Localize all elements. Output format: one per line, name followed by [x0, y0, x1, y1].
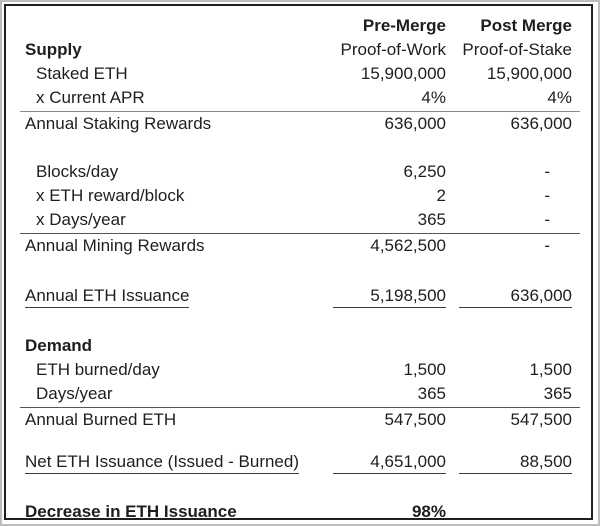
- row-net-eth-issuance: Net ETH Issuance (Issued - Burned) 4,651…: [25, 450, 572, 474]
- pre-merge-subheader: Proof-of-Work: [340, 40, 447, 59]
- row-annual-eth-issuance: Annual ETH Issuance 5,198,500 636,000: [25, 284, 572, 308]
- horizontal-rule: [20, 406, 580, 408]
- pre-merge-column-header: Pre-Merge: [362, 16, 446, 35]
- row-label: x Current APR: [36, 88, 145, 107]
- row-label: Annual Staking Rewards: [25, 114, 212, 133]
- column-header-row: Pre-Merge Post Merge: [25, 14, 572, 38]
- post-merge-value: 1,500: [529, 360, 572, 379]
- spacer: [25, 258, 572, 284]
- post-merge-value: -: [544, 186, 550, 205]
- supply-section-title: Supply: [25, 40, 82, 59]
- post-merge-value: [459, 500, 572, 518]
- row-label: x Days/year: [36, 210, 126, 229]
- row-label: Annual Burned ETH: [25, 410, 177, 429]
- post-merge-value: [459, 334, 572, 358]
- pre-merge-value: 4%: [421, 88, 446, 107]
- pre-merge-value: [333, 334, 446, 358]
- pre-merge-value: 636,000: [384, 114, 446, 133]
- row-label: Decrease in ETH Issuance: [25, 502, 237, 520]
- pre-merge-value: 98%: [411, 502, 446, 520]
- spacer: [25, 432, 572, 450]
- row-label: x ETH reward/block: [36, 186, 185, 205]
- horizontal-rule: [20, 232, 580, 234]
- underlined-label: Annual ETH Issuance: [25, 286, 190, 308]
- pre-merge-value: 6,250: [403, 162, 446, 181]
- row-label: Annual ETH Issuance: [25, 284, 333, 308]
- post-merge-value: 365: [543, 384, 572, 403]
- row-annual-burned-eth: Annual Burned ETH 547,500 547,500: [25, 408, 572, 432]
- post-merge-column-header: Post Merge: [480, 16, 572, 35]
- post-merge-value: 547,500: [510, 410, 572, 429]
- row-eth-burned-per-day: ETH burned/day 1,500 1,500: [25, 358, 572, 382]
- post-merge-value: 636,000: [510, 114, 572, 133]
- post-merge-subheader: Proof-of-Stake: [462, 40, 572, 59]
- pre-merge-value: 4,562,500: [370, 236, 446, 255]
- horizontal-rule: [20, 110, 580, 112]
- pre-merge-value: 15,900,000: [360, 64, 446, 83]
- pre-merge-value: 2: [436, 186, 446, 205]
- post-merge-value: 4%: [547, 88, 572, 107]
- row-days-per-year-supply: x Days/year 365 -: [25, 208, 572, 232]
- table-frame: Pre-Merge Post Merge Supply Proof-of-Wor…: [4, 4, 593, 520]
- post-merge-value: -: [544, 210, 550, 229]
- row-label: Staked ETH: [36, 64, 128, 83]
- row-label: Days/year: [36, 384, 113, 403]
- supply-section-header-row: Supply Proof-of-Work Proof-of-Stake: [25, 38, 572, 62]
- post-merge-value: -: [544, 236, 550, 255]
- row-label: Annual Mining Rewards: [25, 236, 205, 255]
- row-label: Net ETH Issuance (Issued - Burned): [25, 450, 333, 474]
- empty-header-cell: [25, 14, 333, 38]
- spacer: [25, 474, 572, 500]
- demand-section-header-row: Demand: [25, 334, 572, 358]
- spacer: [25, 308, 572, 334]
- pre-merge-value: 1,500: [403, 360, 446, 379]
- underlined-label: Net ETH Issuance (Issued - Burned): [25, 452, 300, 474]
- pre-merge-value: 547,500: [384, 410, 446, 429]
- row-annual-mining-rewards: Annual Mining Rewards 4,562,500 -: [25, 234, 572, 258]
- pre-merge-value: 365: [417, 210, 446, 229]
- row-eth-reward-per-block: x ETH reward/block 2 -: [25, 184, 572, 208]
- row-decrease-in-eth-issuance: Decrease in ETH Issuance 98%: [25, 500, 572, 520]
- post-merge-value: 88,500: [459, 450, 572, 474]
- pre-merge-value: 4,651,000: [333, 450, 446, 474]
- post-merge-value: -: [544, 162, 550, 181]
- row-label: ETH burned/day: [36, 360, 160, 379]
- pre-merge-value: 365: [417, 384, 446, 403]
- row-label: Blocks/day: [36, 162, 119, 181]
- post-merge-value: 636,000: [459, 284, 572, 308]
- pre-merge-value: 5,198,500: [333, 284, 446, 308]
- row-current-apr: x Current APR 4% 4%: [25, 86, 572, 110]
- demand-section-title: Demand: [25, 336, 93, 355]
- row-annual-staking-rewards: Annual Staking Rewards 636,000 636,000: [25, 112, 572, 136]
- post-merge-value: 15,900,000: [486, 64, 572, 83]
- row-staked-eth: Staked ETH 15,900,000 15,900,000: [25, 62, 572, 86]
- spacer: [25, 136, 572, 160]
- row-blocks-per-day: Blocks/day 6,250 -: [25, 160, 572, 184]
- row-days-per-year-demand: Days/year 365 365: [25, 382, 572, 406]
